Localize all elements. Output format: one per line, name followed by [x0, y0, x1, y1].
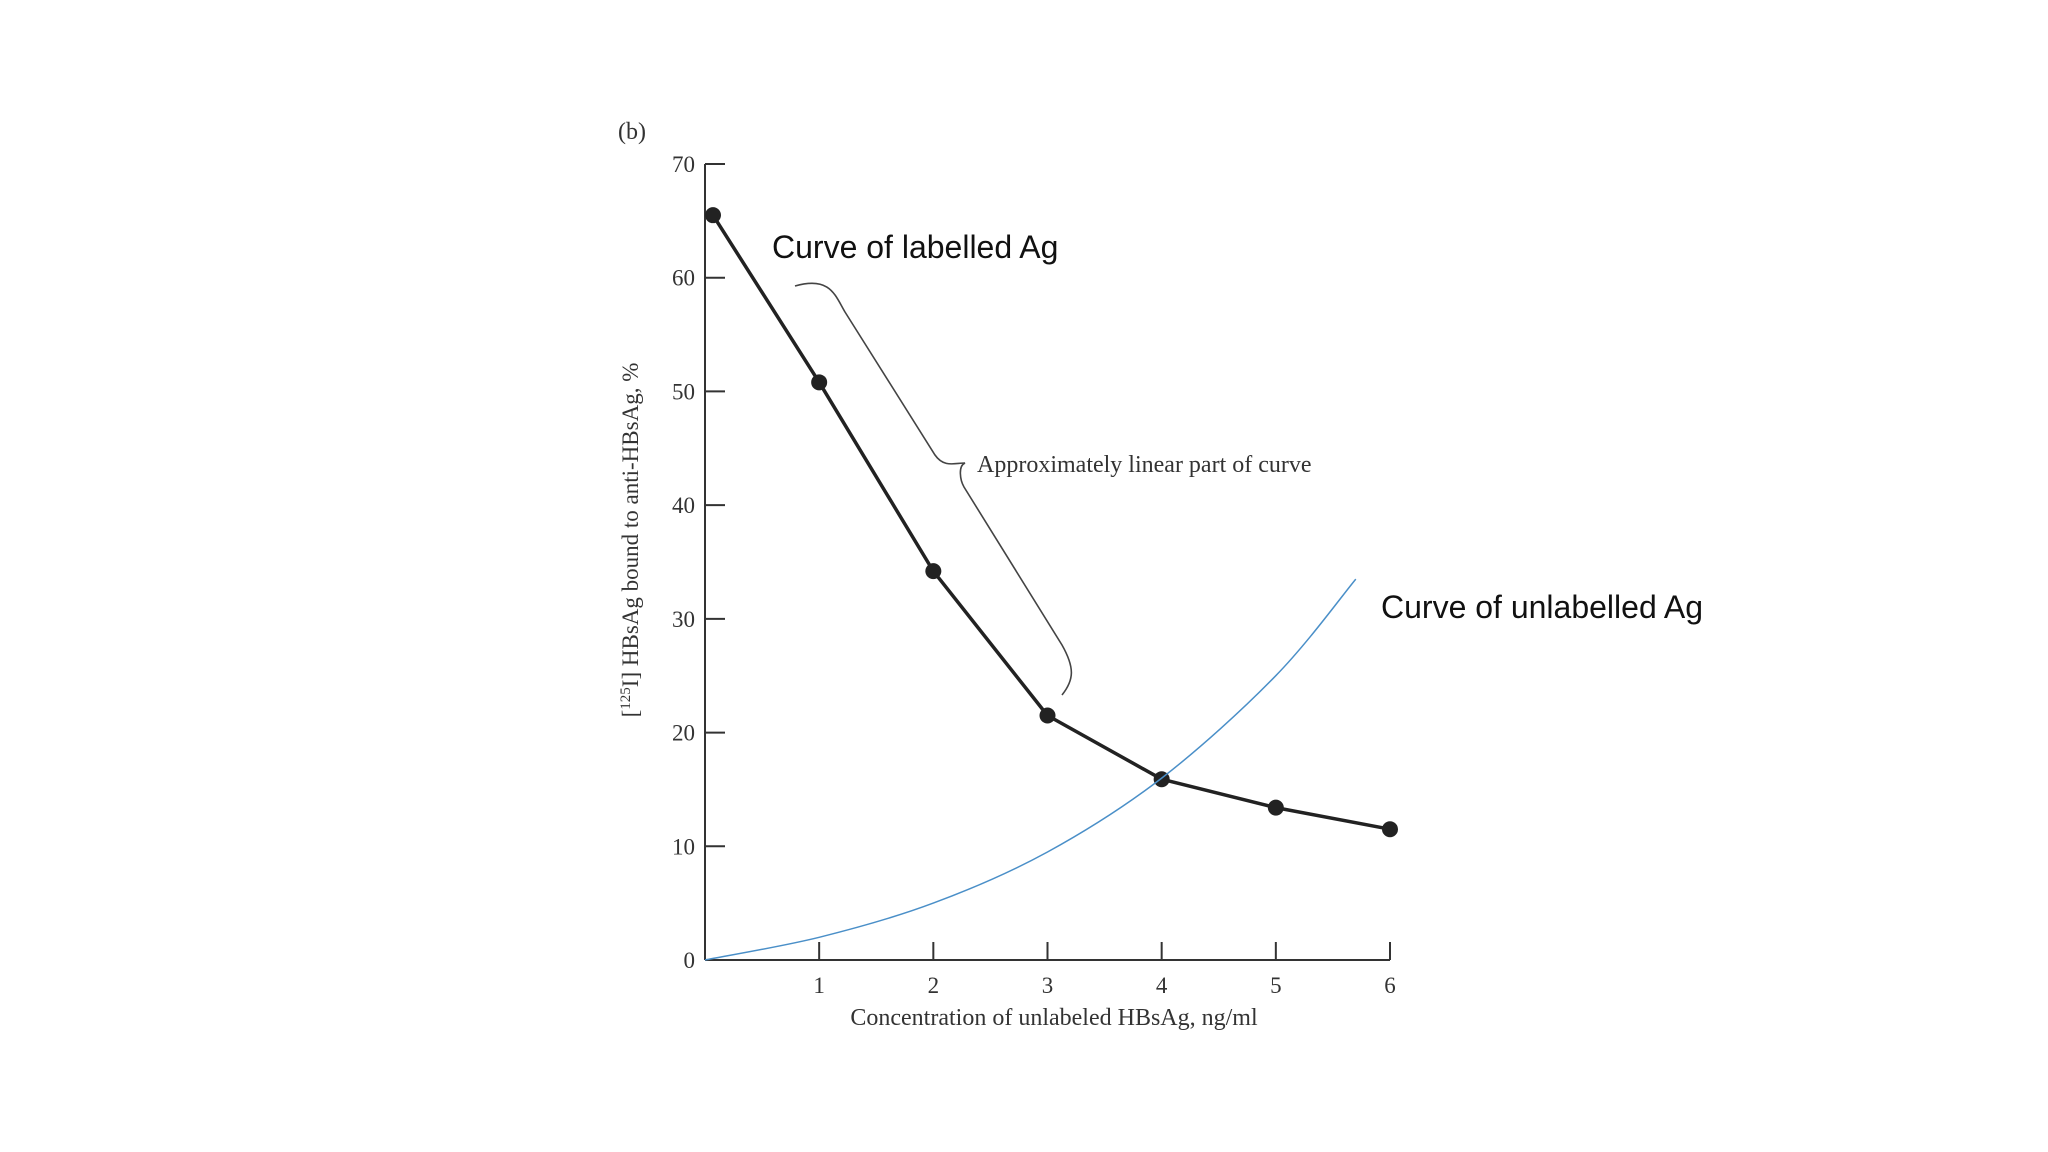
data-point: [1382, 821, 1398, 838]
x-tick-label: 2: [928, 973, 940, 998]
x-tick-label: 1: [813, 973, 825, 998]
unlabelled-curve-annotation: Curve of unlabelled Ag: [1381, 589, 1703, 625]
x-axis-label: Concentration of unlabeled HBsAg, ng/ml: [850, 1005, 1258, 1031]
y-axis-label: [125I] HBsAg bound to anti-HBsAg, %: [618, 363, 643, 718]
y-tick-label: 20: [672, 721, 695, 746]
x-ticks: 1 2 3 4 5 6: [813, 942, 1396, 998]
y-tick-label: 10: [672, 834, 695, 859]
y-tick-label: 70: [672, 152, 695, 177]
x-tick-label: 5: [1270, 973, 1282, 998]
linear-part-brace: [794, 282, 1073, 696]
labelled-ag-series-line: [711, 214, 1391, 831]
labelled-curve-annotation: Curve of labelled Ag: [772, 229, 1058, 265]
x-tick-label: 4: [1156, 973, 1168, 998]
y-tick-label: 0: [684, 948, 696, 973]
x-tick-label: 6: [1384, 973, 1396, 998]
series-layer: [704, 207, 1398, 961]
data-point: [811, 374, 828, 391]
data-point: [925, 563, 942, 580]
y-tick-label: 60: [672, 266, 695, 291]
unlabelled-ag-series-line: [704, 578, 1357, 961]
data-point: [704, 207, 721, 224]
y-ticks: 0 10 20 30 40 50 60 70: [672, 152, 725, 973]
y-tick-label: 40: [672, 493, 695, 518]
y-tick-label: 30: [672, 607, 695, 632]
data-point: [1267, 799, 1284, 816]
data-point: [1039, 707, 1056, 724]
linear-part-annotation: Approximately linear part of curve: [977, 452, 1312, 478]
panel-label: (b): [618, 119, 646, 145]
x-tick-label: 3: [1042, 973, 1054, 998]
y-tick-label: 50: [672, 379, 695, 404]
